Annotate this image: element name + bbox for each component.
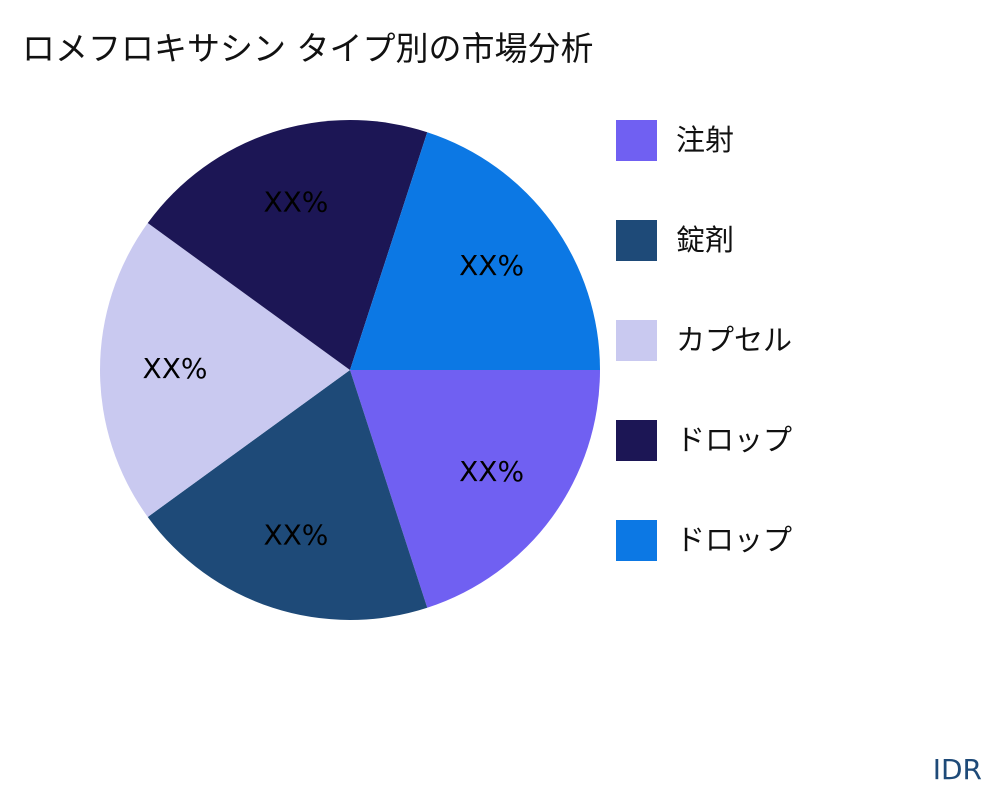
legend-swatch <box>616 420 657 461</box>
legend-label: 錠剤 <box>676 223 735 257</box>
legend-swatch <box>616 320 657 361</box>
pie-slice-4 <box>350 132 600 370</box>
legend-swatch <box>616 520 657 561</box>
slice-value-label-4: XX% <box>459 249 524 282</box>
legend-label: 注射 <box>676 123 735 157</box>
slice-value-label-3: XX% <box>263 186 328 219</box>
legend-swatch <box>616 120 657 161</box>
legend-label: ドロップ <box>676 523 793 557</box>
slice-value-label-0: XX% <box>459 455 524 488</box>
pie-slice-1 <box>147 370 428 620</box>
pie-slice-2 <box>100 223 350 517</box>
brand-logo-text: IDR <box>932 753 982 786</box>
legend-label: カプセル <box>676 323 793 357</box>
legend-label: ドロップ <box>676 423 793 457</box>
pie-slice-3 <box>147 120 428 370</box>
slice-value-label-2: XX% <box>143 352 208 385</box>
chart-title: ロメフロキサシン タイプ別の市場分析 <box>22 29 594 68</box>
slice-value-label-1: XX% <box>263 518 328 551</box>
pie-slice-0 <box>350 370 600 608</box>
legend-swatch <box>616 220 657 261</box>
